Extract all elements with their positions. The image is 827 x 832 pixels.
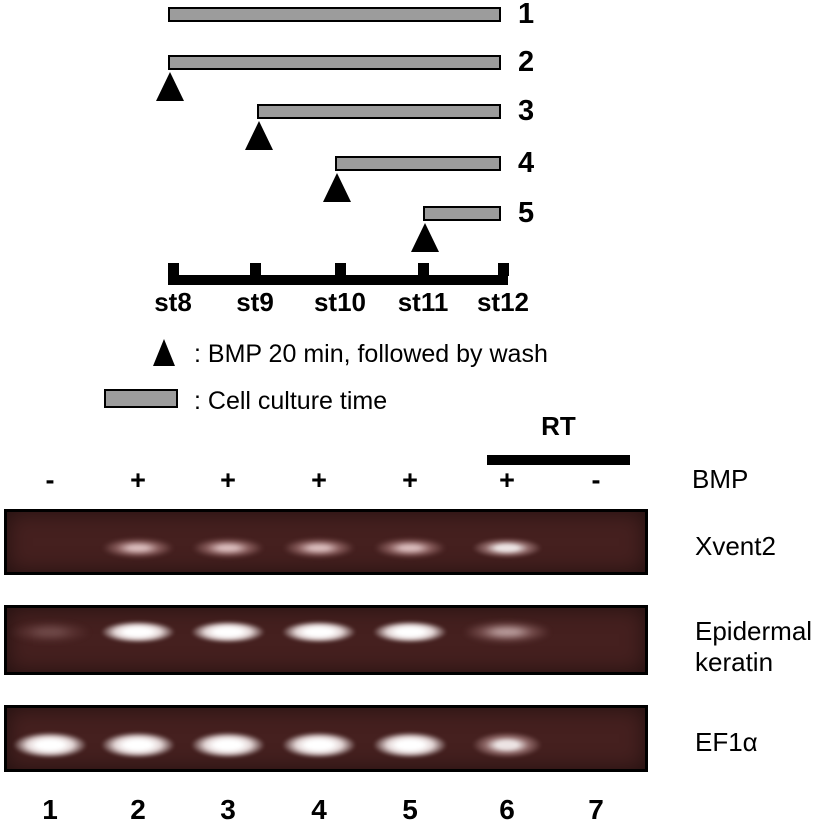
culture-bar-3 [257, 104, 501, 119]
gel-band-panel3-lane3 [191, 732, 265, 758]
stage-label-st8: st8 [154, 287, 192, 317]
gel-band-panel2-lane1 [9, 621, 91, 643]
lane-number-5: 5 [402, 794, 418, 825]
gel-band-panel3-lane6 [472, 732, 542, 758]
stage-label-st9: st9 [236, 287, 274, 317]
gel-band-panel1-lane4 [283, 538, 355, 558]
gel-band-panel3-lane5 [373, 732, 447, 758]
bmp-sign-lane-3: + [220, 465, 236, 495]
gel-panel-2 [4, 605, 648, 675]
lane-number-6: 6 [499, 794, 515, 825]
rt-bar [487, 455, 630, 465]
bmp-row-label: BMP [692, 464, 749, 494]
bmp-sign-lane-6: + [499, 465, 515, 495]
culture-bar-2 [168, 55, 501, 70]
lane-number-7: 7 [588, 794, 604, 825]
rt-label: RT [541, 411, 576, 441]
gel-band-panel1-lane3 [192, 538, 264, 558]
lane-number-3: 3 [220, 794, 236, 825]
stage-tick-st8 [167, 263, 179, 276]
condition-number-3: 3 [518, 95, 535, 127]
culture-bar-5 [423, 206, 501, 221]
condition-number-2: 2 [518, 46, 535, 78]
gel-band-panel2-lane2 [101, 621, 175, 643]
stage-tick-st10 [334, 263, 346, 276]
gel-band-panel2-lane5 [373, 621, 447, 643]
gel-band-panel1-lane5 [374, 538, 446, 558]
stage-label-st10: st10 [313, 287, 367, 317]
condition-number-5: 5 [518, 197, 535, 229]
gel-band-panel2-lane4 [282, 621, 356, 643]
gene-label-1-line1: Xvent2 [695, 531, 776, 561]
gene-label-3-line1: EF1α [695, 727, 758, 757]
gene-label-2-line2: keratin [695, 647, 774, 677]
lane-number-1: 1 [42, 794, 58, 825]
legend-culture-bar-icon [104, 389, 178, 408]
culture-bar-1 [168, 7, 501, 22]
culture-bar-4 [335, 156, 501, 171]
bmp-pulse-triangle-2 [156, 72, 184, 101]
legend-culture-text: : Cell culture time [194, 387, 388, 415]
bmp-sign-lane-4: + [311, 465, 327, 495]
gel-panel-1 [4, 509, 648, 575]
gel-panel-3 [4, 705, 648, 772]
gel-band-panel2-lane6 [463, 621, 551, 643]
stage-label-st12: st12 [476, 287, 530, 317]
bmp-pulse-triangle-3 [245, 121, 273, 150]
stage-tick-st9 [249, 263, 261, 276]
gel-band-panel3-lane1 [13, 732, 87, 758]
bmp-sign-lane-1: - [45, 465, 55, 495]
gel-band-panel1-lane2 [102, 538, 174, 558]
bmp-sign-lane-5: + [402, 465, 418, 495]
legend-bmp-triangle-icon [153, 339, 175, 366]
gel-band-panel2-lane3 [191, 621, 265, 643]
gel-band-panel3-lane4 [282, 732, 356, 758]
condition-number-1: 1 [518, 0, 535, 30]
stage-label-st11: st11 [397, 287, 449, 317]
legend-bmp-text: : BMP 20 min, followed by wash [194, 340, 548, 368]
gel-band-panel1-lane6 [472, 538, 542, 558]
gel-band-panel3-lane2 [101, 732, 175, 758]
gene-label-2-line1: Epidermal [695, 616, 813, 646]
timeline-axis [168, 275, 508, 285]
lane-number-4: 4 [311, 794, 327, 825]
bmp-sign-lane-7: - [591, 465, 601, 495]
stage-tick-st12 [497, 263, 509, 276]
stage-tick-st11 [417, 263, 429, 276]
bmp-sign-lane-2: + [130, 465, 146, 495]
condition-number-4: 4 [518, 147, 535, 179]
lane-number-2: 2 [130, 794, 146, 825]
bmp-pulse-triangle-5 [411, 223, 439, 252]
bmp-pulse-triangle-4 [323, 173, 351, 202]
